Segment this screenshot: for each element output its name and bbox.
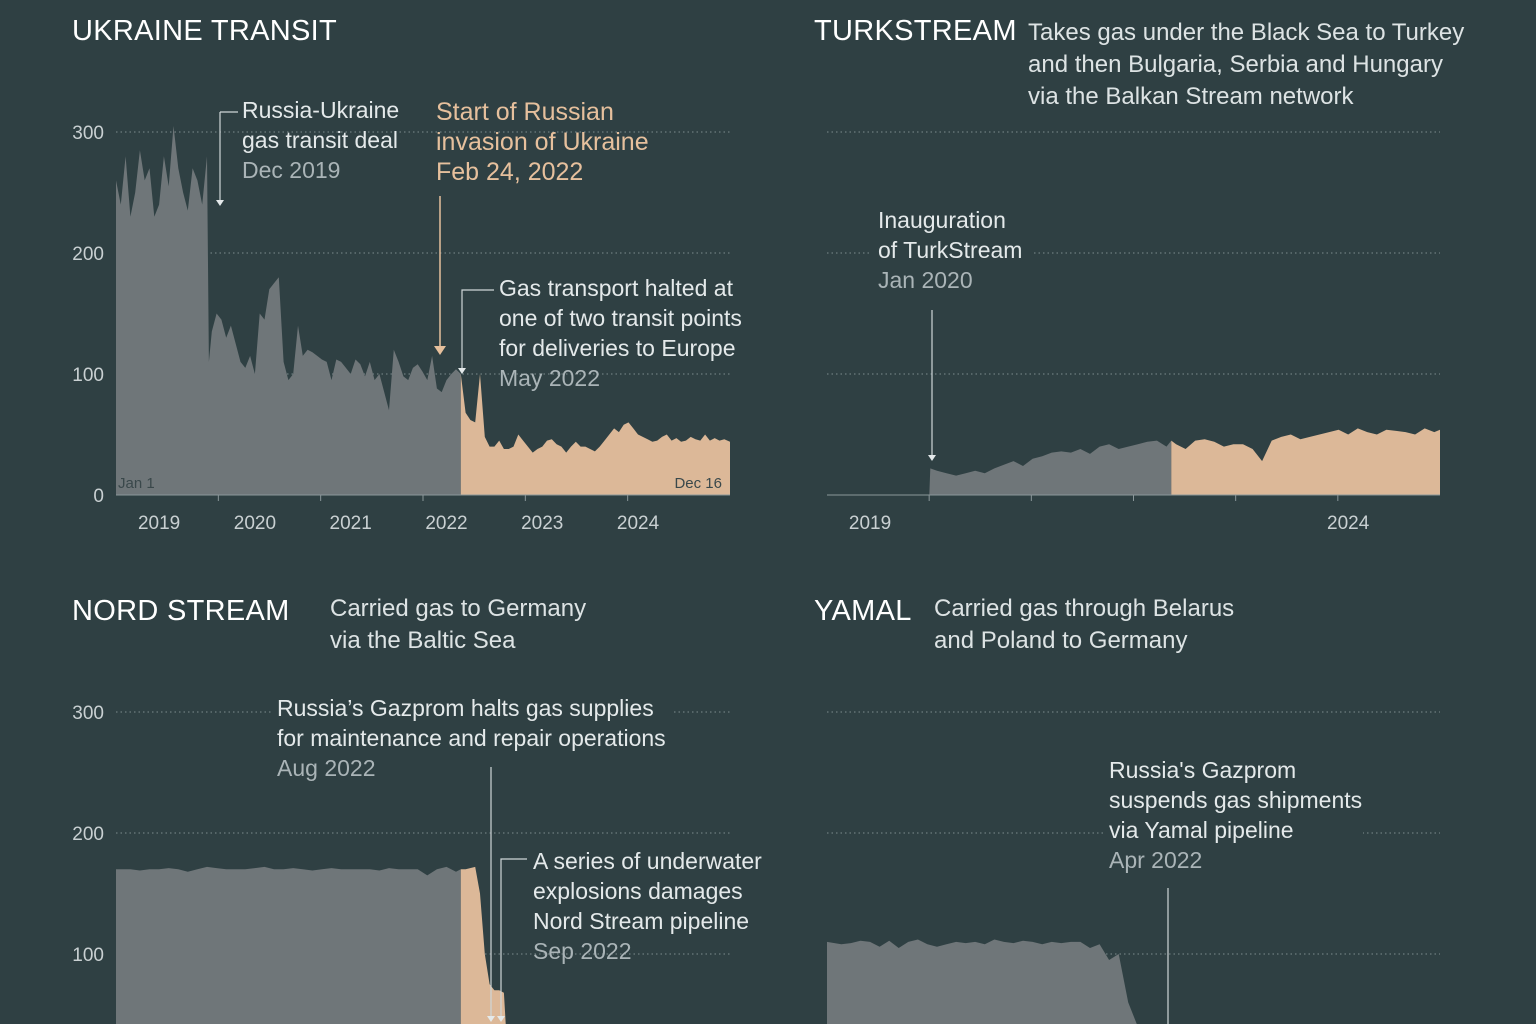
y-tick-label: 200: [72, 824, 104, 845]
annotation-date: Sep 2022: [533, 938, 631, 964]
nordstream-y-ticks: 100 200 300: [72, 703, 104, 966]
y-tick-label: 100: [72, 365, 104, 386]
turkstream-area: [827, 428, 1440, 495]
area-pre-invasion: [827, 440, 1172, 495]
annotation-invasion-start: Start of Russian invasion of Ukraine Feb…: [434, 98, 649, 355]
nordstream-area: [116, 866, 506, 1024]
yamal-area: [827, 939, 1137, 1024]
x-tick-label: 2022: [425, 513, 467, 534]
ukraine-start-label: Jan 1: [118, 475, 155, 492]
annotation-text: for deliveries to Europe: [499, 335, 736, 361]
turkstream-title: TURKSTREAM: [814, 15, 1017, 47]
x-tick-label: 2019: [138, 513, 180, 534]
annotation-text: Start of Russian: [436, 98, 614, 126]
annotation-text: Nord Stream pipeline: [533, 908, 749, 934]
annotation-date: Dec 2019: [242, 157, 340, 183]
x-tick-label: 2024: [1327, 513, 1370, 534]
annotation-transit-halted: Gas transport halted at one of two trans…: [458, 275, 742, 391]
annotation-date: Apr 2022: [1109, 847, 1202, 873]
annotation-text: via Yamal pipeline: [1109, 817, 1294, 843]
annotation-text: Gas transport halted at: [499, 275, 734, 301]
annotation-date: Feb 24, 2022: [436, 158, 583, 186]
y-tick-label: 100: [72, 945, 104, 966]
yamal-description: and Poland to Germany: [934, 627, 1188, 654]
yamal-description: Carried gas through Belarus: [934, 595, 1234, 622]
turkstream-description: and then Bulgaria, Serbia and Hungary: [1028, 51, 1443, 78]
nordstream-panel: NORD STREAM Carried gas to Germany via t…: [72, 595, 762, 1024]
ukraine-y-ticks: 0 100 200 300: [72, 123, 104, 507]
x-tick-label: 2021: [330, 513, 372, 534]
ukraine-title: UKRAINE TRANSIT: [72, 15, 337, 47]
annotation-text: invasion of Ukraine: [436, 128, 649, 156]
ukraine-end-label: Dec 16: [674, 475, 722, 492]
annotation-text: Russia's Gazprom: [1109, 757, 1296, 783]
turkstream-x-ticks: 2019 2024: [849, 495, 1370, 534]
yamal-panel: YAMAL Carried gas through Belarus and Po…: [814, 595, 1440, 1024]
ukraine-x-ticks: 2019 2020 2021 2022 2023 2024: [138, 495, 660, 534]
annotation-yamal-suspension: Russia's Gazprom suspends gas shipments …: [1103, 752, 1363, 1024]
area-pre-invasion: [116, 126, 461, 495]
turkstream-panel: TURKSTREAM Takes gas under the Black Sea…: [814, 15, 1464, 534]
annotation-date: May 2022: [499, 365, 600, 391]
x-tick-label: 2023: [521, 513, 563, 534]
yamal-title: YAMAL: [814, 595, 912, 627]
annotation-date: Jan 2020: [878, 267, 973, 293]
annotation-text: gas transit deal: [242, 127, 398, 153]
nordstream-description: Carried gas to Germany: [330, 595, 586, 622]
turkstream-description: via the Balkan Stream network: [1028, 83, 1354, 110]
annotation-text: of TurkStream: [878, 237, 1022, 263]
area-post-invasion: [1171, 428, 1440, 495]
area-post-invasion: [460, 374, 730, 495]
annotation-text: A series of underwater: [533, 848, 762, 874]
turkstream-description: Takes gas under the Black Sea to Turkey: [1028, 19, 1464, 46]
annotation-text: one of two transit points: [499, 305, 742, 331]
annotation-nordstream-halt: Russia’s Gazprom halts gas supplies for …: [272, 690, 672, 1022]
y-tick-label: 300: [72, 123, 104, 144]
annotation-text: for maintenance and repair operations: [277, 725, 666, 751]
x-tick-label: 2019: [849, 513, 891, 534]
annotation-nordstream-explosions: A series of underwater explosions damage…: [497, 848, 762, 1022]
y-tick-label: 200: [72, 244, 104, 265]
annotation-turkstream-inauguration: Inauguration of TurkStream Jan 2020: [872, 200, 1032, 461]
annotation-text: Russia’s Gazprom halts gas supplies: [277, 695, 654, 721]
turkstream-gridlines: [827, 131, 1440, 375]
annotation-transit-deal: Russia-Ukraine gas transit deal Dec 2019: [216, 97, 399, 206]
y-tick-label: 0: [93, 486, 104, 507]
annotation-text: Inauguration: [878, 207, 1006, 233]
ukraine-area: [116, 126, 730, 495]
area-pre-invasion: [827, 939, 1137, 1024]
annotation-date: Aug 2022: [277, 755, 375, 781]
annotation-text: Russia-Ukraine: [242, 97, 399, 123]
area-post-invasion: [460, 866, 506, 1024]
x-tick-label: 2024: [617, 513, 660, 534]
annotation-text: suspends gas shipments: [1109, 787, 1362, 813]
area-pre-invasion: [116, 866, 461, 1024]
nordstream-title: NORD STREAM: [72, 595, 290, 627]
x-tick-label: 2020: [234, 513, 276, 534]
y-tick-label: 300: [72, 703, 104, 724]
nordstream-description: via the Baltic Sea: [330, 627, 516, 654]
annotation-text: explosions damages: [533, 878, 743, 904]
